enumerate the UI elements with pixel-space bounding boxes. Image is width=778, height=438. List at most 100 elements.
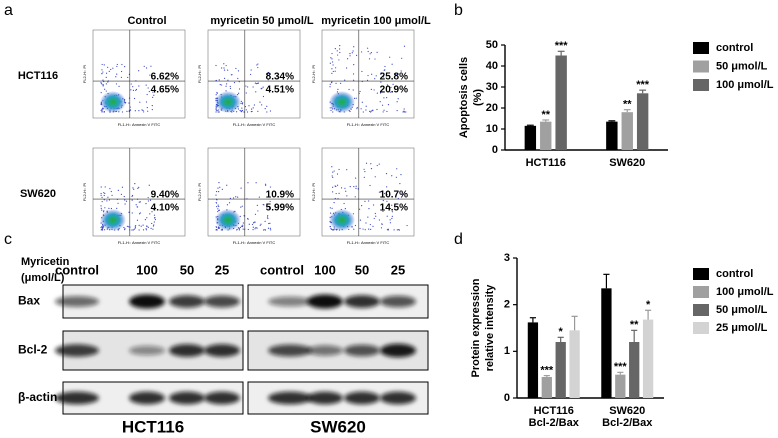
flow-event [232,197,235,199]
flow-density [100,209,126,231]
flow-plot-frame [207,29,301,119]
flow-event [145,101,148,103]
flow-event [223,63,225,65]
flow-event [381,104,384,106]
flow-event [256,227,258,229]
flow-event [330,109,332,111]
row-label: SW620 [20,188,56,200]
blot-band [169,391,205,405]
flow-event [128,102,130,104]
flow-event [345,190,347,192]
flow-event [216,109,218,111]
flow-event [128,226,130,228]
flow-event [138,201,140,203]
flow-event [148,90,150,93]
flow-event [217,210,219,213]
flow-event [363,168,365,170]
flow-event [331,52,333,55]
flow-event [241,107,243,109]
flow-event [149,213,151,215]
flow-event [389,219,391,221]
flow-event [240,225,243,227]
flow-event [243,111,245,113]
flow-event [102,211,105,213]
quadrant-percentage: 10.7% [380,189,408,200]
flow-event [147,110,149,112]
flow-event [149,74,151,76]
flow-event [147,226,149,228]
flow-event [135,204,137,206]
flow-event [226,184,228,186]
flow-event [257,66,259,69]
blot-band [204,391,240,405]
flow-event [131,195,133,197]
flow-event [400,70,402,72]
flow-event [252,107,254,109]
flow-event [223,69,226,71]
flow-event [241,103,243,105]
flow-event [139,212,141,214]
flow-event [124,229,126,231]
flow-event [229,197,231,199]
flow-event [264,107,266,110]
column-title: myricetin 100 μmol/L [321,15,431,27]
flow-event [103,111,105,113]
y-tick-label: 0 [504,392,510,404]
flow-event [153,221,155,223]
flow-event [373,89,375,91]
flow-event [107,81,109,83]
flow-event [370,163,372,165]
flow-event [128,211,130,213]
flow-event [236,229,238,231]
flow-event [331,207,333,209]
flow-event [354,196,356,198]
flow-event [260,223,262,225]
flow-event [125,200,128,202]
quadrant-percentage: 14.5% [380,202,408,213]
flow-event [329,107,331,109]
y-tick-label: 30 [486,81,498,93]
bar [540,121,552,150]
lane-label: 25 [391,262,405,277]
flow-event [123,226,125,229]
flow-x-axis-label: FL1-H:: Annexin V FITC [118,122,161,127]
flow-event [349,186,351,188]
flow-event [382,199,384,202]
blot-band [380,391,416,405]
flow-event [100,207,102,209]
flow-event [262,203,264,206]
flow-event [217,111,219,113]
flow-event [141,109,143,111]
flow-event [132,229,134,231]
flow-event [127,76,129,79]
flow-event [262,86,264,88]
flow-event [227,69,229,71]
flow-event [369,184,371,187]
blot-band [268,296,312,307]
flow-event [247,218,249,220]
lane-label: control [260,262,304,277]
flow-event [332,171,334,173]
flow-event [103,192,105,194]
flow-event [339,48,341,50]
flow-event [104,88,106,90]
flow-event [344,79,346,81]
flow-event [367,74,369,77]
flow-event [132,187,134,189]
flow-event [269,200,271,203]
flow-event [116,63,118,66]
flow-event [116,73,118,75]
flow-event [131,199,133,201]
flow-event [385,173,388,175]
flow-event [235,67,237,70]
flow-event [396,229,398,231]
flow-event [143,65,145,67]
flow-event [130,89,132,91]
flow-event [400,174,402,176]
significance: *** [636,79,650,91]
flow-event [154,207,156,209]
flow-event [330,57,332,59]
flow-density [215,91,241,113]
flow-event [375,75,377,77]
flow-event [229,85,231,88]
